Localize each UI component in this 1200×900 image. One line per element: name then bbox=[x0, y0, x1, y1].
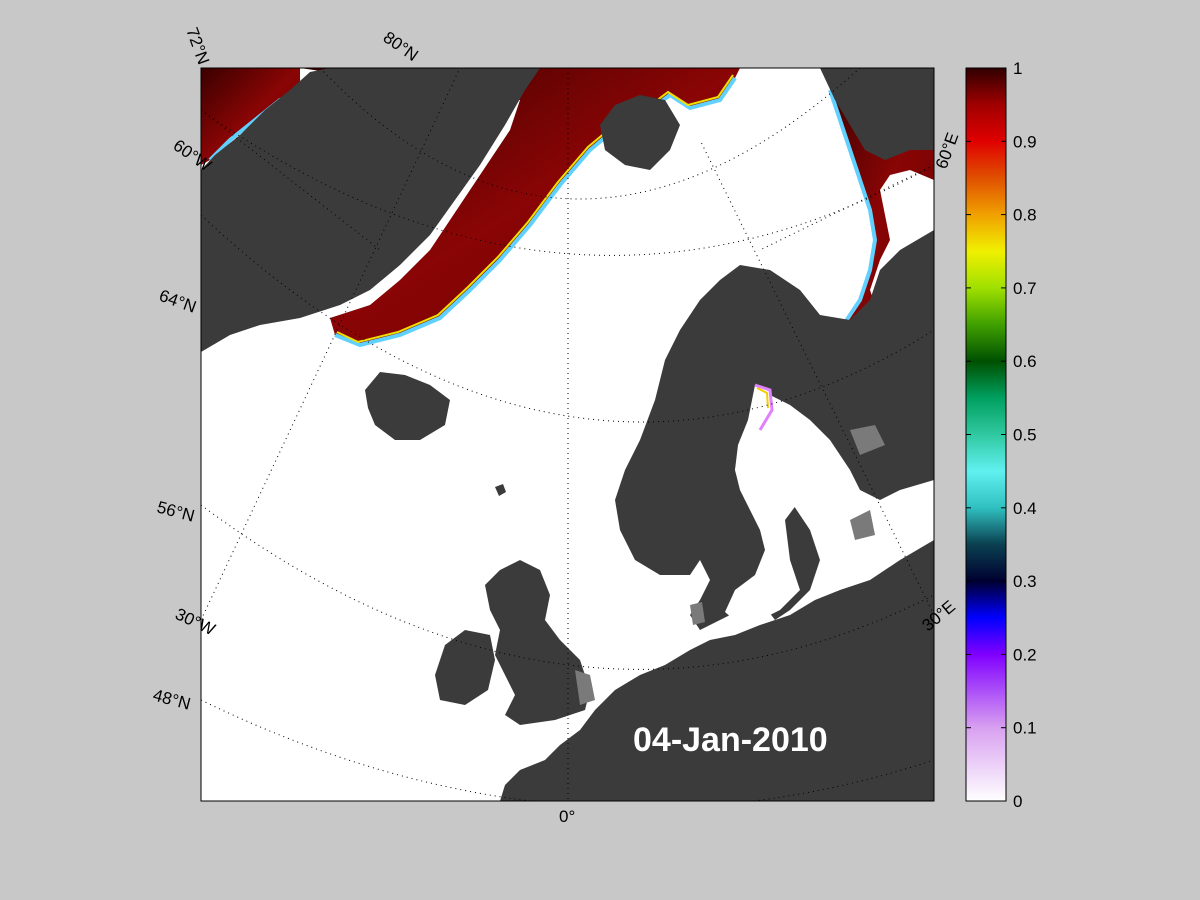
land-greenland-sw bbox=[201, 160, 262, 225]
sea-ice-edge-greenland bbox=[334, 76, 737, 348]
colorbar-tick-label: 0.5 bbox=[1013, 426, 1037, 445]
land-continental-europe bbox=[500, 540, 934, 801]
land-great-britain bbox=[485, 560, 590, 725]
colorbar-tick-label: 0.9 bbox=[1013, 132, 1037, 151]
graticule bbox=[201, 68, 934, 801]
map-panel: 04-Jan-2010 bbox=[201, 68, 934, 801]
colorbar-tick-label: 0.3 bbox=[1013, 572, 1037, 591]
baltic-sea bbox=[725, 385, 850, 625]
graticule-lat-64 bbox=[201, 109, 934, 256]
label-lon-0: 0° bbox=[559, 807, 575, 826]
label-lat-56: 56°N bbox=[155, 498, 197, 526]
colorbar-tick-label: 0.2 bbox=[1013, 645, 1037, 664]
colorbar: 1 0.9 0.8 0.7 0.6 0.5 0.4 0.3 0.2 0.1 0 bbox=[965, 59, 1037, 811]
colorbar-tick-label: 0.7 bbox=[1013, 279, 1037, 298]
land-svalbard bbox=[600, 95, 680, 170]
label-lon-60e: 60°E bbox=[932, 130, 963, 171]
land-iceland bbox=[365, 372, 450, 440]
colorbar-tick-label: 0.8 bbox=[1013, 206, 1037, 225]
colorbar-tick-label: 0.1 bbox=[1013, 719, 1037, 738]
label-lat-64: 64°N bbox=[157, 286, 199, 317]
label-lat-72: 72°N bbox=[182, 25, 213, 67]
date-label: 04-Jan-2010 bbox=[633, 721, 828, 759]
graticule-lat-48 bbox=[201, 504, 934, 670]
label-lat-48: 48°N bbox=[151, 686, 193, 714]
land-ireland bbox=[435, 630, 495, 705]
land-faroe bbox=[495, 484, 506, 496]
sea-ice-greenland-east bbox=[300, 68, 740, 345]
map-frame-border bbox=[200, 67, 935, 802]
label-lat-80: 80°N bbox=[380, 28, 422, 65]
colorbar-tick-label: 0 bbox=[1013, 792, 1022, 811]
sea-ice-baffin bbox=[201, 68, 300, 165]
land-eurasia bbox=[615, 230, 934, 630]
land-greenland bbox=[201, 68, 540, 352]
colorbar-bar bbox=[965, 67, 1007, 802]
land-novaya-zemlya bbox=[820, 68, 934, 160]
colorbar-tick-label: 1 bbox=[1013, 59, 1022, 78]
colorbar-ticks: 1 0.9 0.8 0.7 0.6 0.5 0.4 0.3 0.2 0.1 0 bbox=[966, 59, 1037, 811]
land-lakes-finland bbox=[850, 425, 885, 455]
colorbar-tick-label: 0.6 bbox=[1013, 352, 1037, 371]
graticule-lat-56 bbox=[201, 214, 934, 423]
colorbar-tick-label: 0.4 bbox=[1013, 499, 1037, 518]
